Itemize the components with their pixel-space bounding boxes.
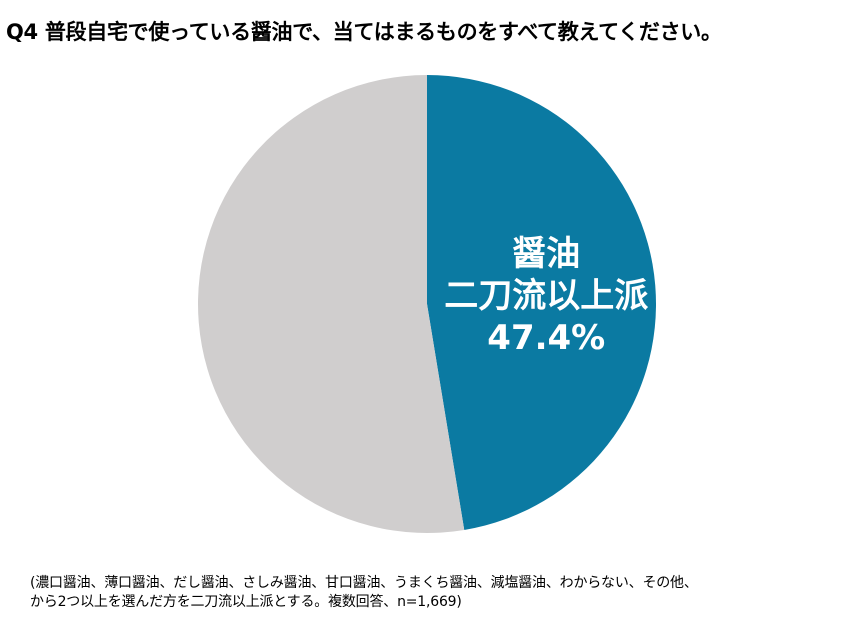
pie-slice-label-0-1: 二刀流以上派 bbox=[444, 276, 648, 316]
chart-title: Q4 普段自宅で使っている醤油で、当てはまるものをすべて教えてください。 bbox=[6, 20, 722, 44]
footnote: (濃口醤油、薄口醤油、だし醤油、さしみ醤油、甘口醤油、うまくち醤油、減塩醤油、わ… bbox=[30, 574, 698, 612]
pie-slice-0 bbox=[427, 75, 657, 530]
pie-slices bbox=[198, 75, 657, 533]
footnote-line-2: から2つ以上を選んだ方を二刀流以上派とする。複数回答、n=1,669) bbox=[30, 594, 462, 610]
pie-value-label-0: 47.4% bbox=[487, 318, 605, 358]
pie-slice-1 bbox=[198, 75, 465, 533]
pie-slice-label-0-0: 醤油 bbox=[512, 234, 580, 274]
footnote-line-1: (濃口醤油、薄口醤油、だし醤油、さしみ醤油、甘口醤油、うまくち醤油、減塩醤油、わ… bbox=[30, 575, 698, 591]
